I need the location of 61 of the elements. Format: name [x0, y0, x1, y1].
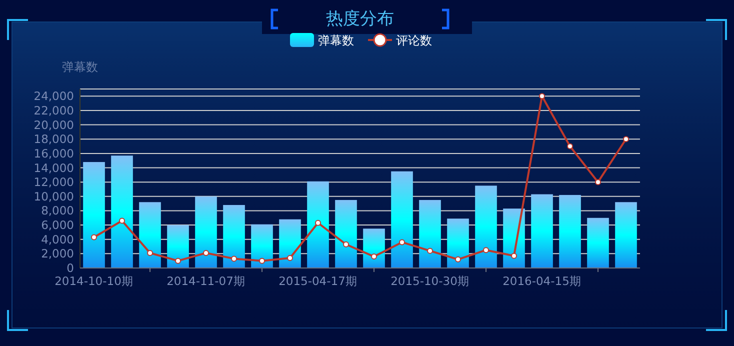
point [147, 250, 153, 256]
y-tick-label: 10,000 [34, 189, 74, 204]
point [567, 143, 573, 150]
y-tick-label: 4,000 [41, 232, 74, 246]
bar [615, 202, 637, 268]
x-tick-label: 2015-04-17期 [278, 274, 358, 288]
point [259, 258, 265, 264]
y-tick-label: 16,000 [34, 146, 74, 160]
point [455, 256, 461, 262]
point [175, 258, 181, 264]
y-tick-label: 8,000 [41, 204, 74, 218]
y-tick-label: 22,000 [34, 103, 74, 118]
point [315, 220, 321, 226]
bar [251, 224, 273, 268]
point [539, 93, 545, 100]
bar [223, 204, 245, 268]
legend-label: 评论数 [396, 34, 432, 48]
bar [279, 219, 301, 268]
y-tick-label: 6,000 [41, 218, 74, 232]
y-tick-label: 14,000 [34, 160, 74, 175]
y-axis-title: 弹幕数 [62, 60, 98, 74]
point [623, 136, 629, 142]
x-tick-label: 2015-10-30期 [390, 274, 470, 288]
point [91, 234, 97, 240]
point [119, 218, 125, 224]
bar [559, 194, 581, 268]
x-tick-label: 2016-04-15期 [502, 274, 582, 288]
point [427, 248, 433, 254]
y-tick-label: 0 [66, 261, 74, 275]
y-tick-label: 2,000 [41, 246, 74, 261]
point [231, 256, 237, 262]
bar [111, 156, 133, 268]
x-tick-label: 2014-11-07期 [166, 274, 246, 288]
point [203, 250, 209, 256]
point [595, 179, 601, 186]
bar [195, 196, 217, 268]
point [511, 252, 517, 259]
bar [167, 225, 189, 268]
bar [475, 186, 497, 268]
x-tick-label: 2014-10-10期 [54, 274, 134, 288]
bar [139, 202, 161, 268]
point [399, 239, 405, 246]
bar [419, 200, 441, 268]
bar [531, 194, 553, 268]
bar [587, 218, 609, 268]
bar [335, 200, 357, 268]
y-tick-label: 24,000 [34, 89, 74, 104]
bar [83, 162, 105, 268]
bar [447, 218, 469, 268]
bar [391, 171, 413, 268]
legend-label: 弹幕数 [318, 34, 354, 48]
point [371, 254, 377, 260]
point [343, 241, 349, 248]
y-tick-label: 12,000 [34, 175, 74, 190]
point [287, 254, 293, 261]
y-tick-label: 18,000 [34, 132, 74, 146]
y-tick-label: 20,000 [34, 118, 74, 132]
point [483, 247, 489, 254]
bar [363, 228, 385, 268]
bar [307, 181, 329, 268]
chart-title: 热度分布 [326, 9, 394, 29]
